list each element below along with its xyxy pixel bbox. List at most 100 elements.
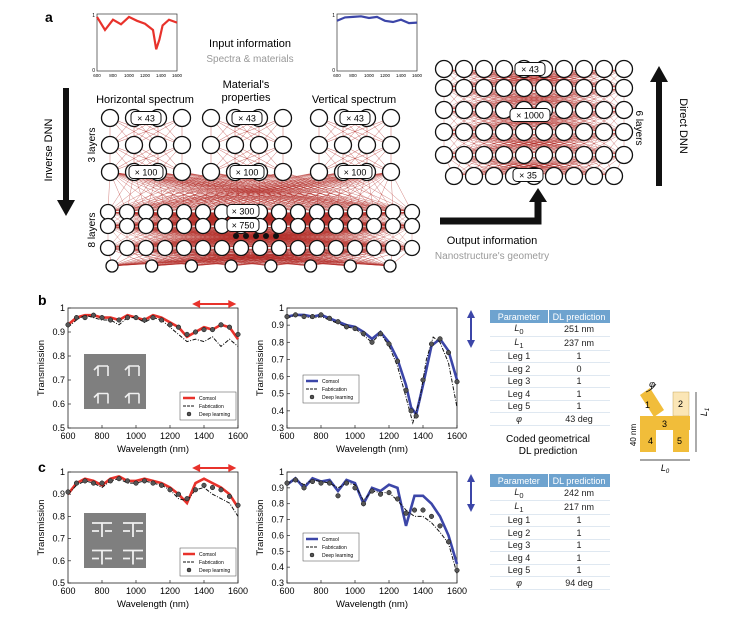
neuron-node xyxy=(494,59,514,79)
neuron-node xyxy=(594,145,614,165)
series-deep-learning-point xyxy=(90,480,97,486)
connection-line xyxy=(107,171,183,213)
neuron-node xyxy=(273,135,293,155)
x-tick-label: 800 xyxy=(313,586,328,596)
connection-line xyxy=(107,225,394,249)
x-tick-label: 1600 xyxy=(228,431,248,441)
neuron-node xyxy=(554,145,574,165)
series-deep-learning-point xyxy=(403,510,409,516)
inset-ytick-label: 0 xyxy=(332,68,335,74)
series-deep-learning-point xyxy=(301,485,307,491)
neuron-node xyxy=(100,162,120,182)
label-L1: L1 xyxy=(699,408,711,416)
connection-line xyxy=(181,171,223,213)
series-deep-learning-point xyxy=(141,478,148,484)
neuron-node xyxy=(454,59,474,79)
connection-line xyxy=(443,68,625,89)
inset-tick-label: 1400 xyxy=(156,73,167,78)
connection-line xyxy=(109,144,159,173)
multiplier-box xyxy=(337,165,373,179)
x-tick-label: 600 xyxy=(279,586,294,596)
cell-parameter: Leg 2 xyxy=(490,526,548,540)
legend-entry: Comsol xyxy=(322,537,339,543)
neuron-node xyxy=(454,78,474,98)
legend-swatch-deep-learning xyxy=(186,411,192,417)
series-deep-learning-point xyxy=(133,315,139,321)
legend-entry: Deep learning xyxy=(199,412,230,418)
y-tick-label: 0.9 xyxy=(271,320,284,330)
connection-line xyxy=(259,171,344,213)
cell-parameter: L0 xyxy=(490,487,548,501)
legend-swatch-deep-learning xyxy=(309,394,315,400)
inset-tick-label: 1200 xyxy=(140,73,151,78)
series-deep-learning-point xyxy=(386,490,392,496)
series-deep-learning-point xyxy=(158,482,165,488)
connection-line xyxy=(443,68,505,89)
y-axis-label: Transmission xyxy=(255,499,266,555)
chart-c-right: 600 800 1000 1200 1400 1600 1 0.9 0.8 0.7 0.6 0.5 0.… xyxy=(255,467,475,610)
cell-value: 94 deg xyxy=(548,576,610,590)
inset-tick-label: 1000 xyxy=(364,73,375,78)
neuron-node xyxy=(148,135,168,155)
connection-line xyxy=(350,247,413,267)
eight-layers-label: 8 layers xyxy=(87,212,98,247)
inset-tick-label: 1400 xyxy=(396,73,407,78)
y-tick-label: 0.4 xyxy=(271,406,284,416)
neuron-node xyxy=(454,145,474,165)
cell-value: 1 xyxy=(548,564,610,578)
cell-value: 1 xyxy=(548,387,610,401)
neuron-node xyxy=(381,108,401,128)
neuron-node xyxy=(201,135,221,155)
inset-tick-label: 600 xyxy=(93,73,101,78)
output-subtitle: Nanostructure's geometry xyxy=(435,251,549,262)
neuron-node xyxy=(327,203,345,221)
y-tick-label: 0.7 xyxy=(52,534,65,544)
series-deep-learning-point xyxy=(73,480,80,486)
cell-parameter: L1 xyxy=(490,336,548,351)
legend-entry: Fabrication xyxy=(199,404,224,410)
series-deep-learning-point xyxy=(158,317,165,323)
polarization-arrowhead xyxy=(228,300,237,308)
cell-parameter: Leg 2 xyxy=(490,362,548,376)
y-axis-label: Transmission xyxy=(255,340,266,396)
ellipsis-dot xyxy=(263,233,269,239)
series-deep-learning-point xyxy=(386,341,392,347)
leg-number-2: 2 xyxy=(678,399,683,409)
series-deep-learning-point xyxy=(309,478,316,485)
polarization-arrowhead xyxy=(467,504,475,512)
cell-value: 217 nm xyxy=(548,500,610,515)
connection-line xyxy=(145,171,320,213)
connection-line xyxy=(282,171,356,213)
series-deep-learning-point xyxy=(413,413,419,419)
series-deep-learning-point xyxy=(82,315,88,321)
neuron-node xyxy=(544,166,564,186)
neuron-node xyxy=(118,239,136,257)
neuron-node xyxy=(554,59,574,79)
cell-parameter: Leg 5 xyxy=(490,400,548,414)
neuron-node xyxy=(554,122,574,142)
series-deep-learning-point xyxy=(408,408,414,414)
output-arrow xyxy=(440,188,547,225)
six-layers-label: 6 layers xyxy=(633,110,644,145)
connection-line xyxy=(443,131,625,156)
connection-line xyxy=(563,109,625,133)
sem-structure xyxy=(92,522,112,537)
neuron-node xyxy=(270,239,288,257)
neuron-node xyxy=(172,135,192,155)
neuron-node xyxy=(383,259,397,273)
series-fabrication xyxy=(286,314,458,425)
x-tick-label: 1600 xyxy=(447,431,467,441)
connection-line xyxy=(282,171,337,213)
y-tick-label: 0.6 xyxy=(271,530,284,540)
leg-number-4: 4 xyxy=(648,436,653,446)
table-b: Parameter DL prediction L0 251 nm L1 237 nm L… xyxy=(490,310,611,426)
size-label: 40 nm xyxy=(629,424,638,447)
cell-value: 242 nm xyxy=(548,487,610,501)
connection-line xyxy=(318,171,375,213)
inverse-dnn-label: Inverse DNN xyxy=(43,118,55,181)
multiplier-box xyxy=(512,168,544,182)
